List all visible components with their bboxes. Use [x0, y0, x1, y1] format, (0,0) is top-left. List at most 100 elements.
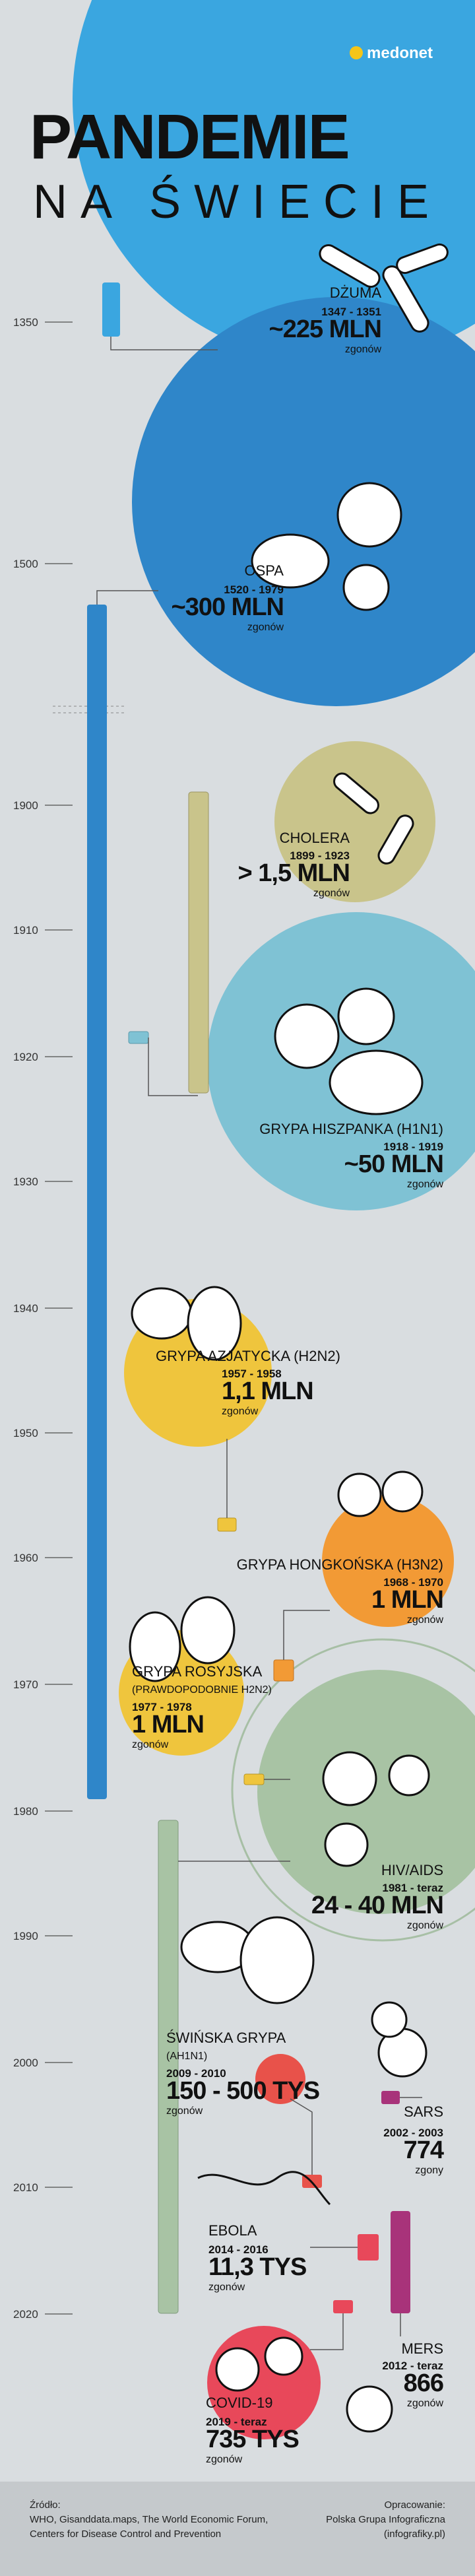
pandemic-subtitle: (PRAWDOPODOBNIE H2N2): [132, 1684, 272, 1696]
pandemic-years: 1520 - 1979: [224, 583, 284, 596]
bar-ebola: [358, 2234, 379, 2261]
year-label: 1940: [13, 1302, 38, 1315]
icon: [324, 1822, 369, 1867]
pandemic-deaths: 1 MLN: [132, 1711, 204, 1738]
icon: [129, 1611, 181, 1682]
bar-smallpox: [87, 605, 107, 1799]
pandemic-name: OSPA: [244, 562, 284, 579]
title-line-2: NA ŚWIECIE: [33, 175, 442, 228]
icon: [264, 2336, 303, 2376]
circle-outline: [231, 1638, 475, 1942]
icon: [336, 482, 402, 548]
title: PANDEMIE: [30, 102, 349, 172]
connector: [283, 1610, 330, 1660]
icon: [371, 2001, 408, 2038]
year-label: 1900: [13, 799, 38, 812]
pandemic-deaths: ~300 MLN: [172, 593, 284, 621]
pandemic-years: 2014 - 2016: [208, 2243, 269, 2256]
pandemic-deaths: 11,3 TYS: [208, 2253, 306, 2281]
pandemic-name: GRYPA HISZPANKA (H1N1): [259, 1121, 443, 1137]
icon: [322, 1751, 377, 1806]
icon: [239, 1916, 315, 2004]
pandemic-deaths-label: zgonów: [206, 2454, 243, 2465]
logo: medonet: [367, 44, 433, 62]
pandemic-years: 1977 - 1978: [132, 1701, 192, 1713]
source-text: WHO, Gisanddata.maps, The World Economic…: [30, 2514, 268, 2525]
pandemic-deaths: 774: [404, 2136, 444, 2164]
year-label: 1500: [13, 558, 38, 570]
pandemic-deaths: 1 MLN: [371, 1586, 443, 1614]
pandemic-name: ŚWIŃSKA GRYPA: [166, 2030, 286, 2046]
icon: [251, 533, 330, 589]
pandemic-name: GRYPA HONGKOŃSKA (H3N2): [237, 1556, 443, 1573]
icon: [346, 2385, 393, 2433]
pandemic-name: GRYPA ROSYJSKA: [132, 1663, 263, 1680]
icon: [381, 1470, 424, 1513]
year-label: 1910: [13, 924, 38, 937]
year-label: 1990: [13, 1930, 38, 1942]
icon: [396, 243, 449, 275]
year-label: 1950: [13, 1427, 38, 1439]
pandemic-deaths: 866: [404, 2369, 443, 2397]
bar-mers: [391, 2211, 410, 2313]
pandemic-years: 2019 - teraz: [206, 2416, 267, 2428]
pandemic-deaths-label: zgonów: [247, 622, 284, 633]
pandemic-deaths-label: zgonów: [208, 2282, 245, 2293]
icon: [342, 564, 390, 611]
icon: [377, 814, 414, 865]
pandemic-deaths: 1,1 MLN: [222, 1377, 313, 1405]
icons: [129, 243, 449, 2433]
pandemic-deaths-label: zgonów: [407, 1179, 444, 1190]
year-label: 1970: [13, 1678, 38, 1691]
year-label: 2020: [13, 2308, 38, 2321]
pandemic-deaths-label: zgony: [415, 2165, 443, 2176]
pandemic-deaths-label: zgonów: [132, 1739, 169, 1750]
icon: [215, 2347, 260, 2392]
pandemic-years: 2009 - 2010: [166, 2067, 226, 2080]
credit-text: (infografiky.pl): [384, 2528, 445, 2540]
pandemic-deaths-label: zgonów: [222, 1406, 259, 1417]
bar-spanish-flu: [128, 1031, 149, 1044]
circle-hongkong-flu: [322, 1495, 454, 1627]
bar-asian-flu: [217, 1517, 237, 1532]
year-label: 2010: [13, 2181, 38, 2194]
connector: [96, 590, 158, 605]
pandemic-deaths-label: zgonów: [313, 888, 350, 899]
pandemic-years: 1957 - 1958: [222, 1368, 282, 1380]
circle-smallpox: [132, 297, 475, 706]
pandemic-name: MERS: [401, 2340, 443, 2357]
pandemic-deaths-label: zgonów: [407, 1920, 444, 1931]
icon: [382, 265, 429, 333]
bar-hiv: [158, 1820, 179, 2314]
pandemic-deaths-label: zgonów: [166, 2105, 203, 2117]
year-label: 1960: [13, 1552, 38, 1564]
pandemic-name: SARS: [404, 2103, 443, 2120]
logo-dot: [350, 46, 363, 59]
pandemic-name: DŻUMA: [330, 284, 382, 301]
bar-russian-flu: [243, 1773, 265, 1785]
icon: [319, 244, 381, 288]
connector: [310, 2313, 344, 2350]
pandemic-deaths: ~50 MLN: [344, 1150, 443, 1178]
icon: [197, 2171, 331, 2206]
pandemic-name: CHOLERA: [280, 830, 350, 846]
year-label: 2000: [13, 2057, 38, 2069]
source-text: Centers for Disease Control and Preventi…: [30, 2528, 221, 2540]
year-label: 1920: [13, 1051, 38, 1063]
pandemic-years: 1968 - 1970: [383, 1576, 443, 1589]
pandemic-subtitle: (AH1N1): [166, 2051, 207, 2062]
connector: [148, 1038, 198, 1096]
pandemic-years: 1347 - 1351: [321, 306, 381, 318]
pandemic-deaths-label: zgonów: [345, 344, 382, 355]
pandemic-name: HIV/AIDS: [381, 1862, 443, 1878]
connector: [110, 337, 218, 350]
icon: [131, 1287, 193, 1340]
pandemic-deaths: 735 TYS: [206, 2426, 299, 2453]
bar-sars: [381, 2091, 400, 2104]
icon: [274, 1003, 340, 1069]
pandemic-deaths: > 1,5 MLN: [238, 859, 350, 887]
credit-text: Polska Grupa Infograficzna: [326, 2514, 446, 2525]
pandemic-name: COVID-19: [206, 2394, 272, 2411]
pandemic-name: GRYPA AZJATYCKA (H2N2): [156, 1348, 340, 1364]
